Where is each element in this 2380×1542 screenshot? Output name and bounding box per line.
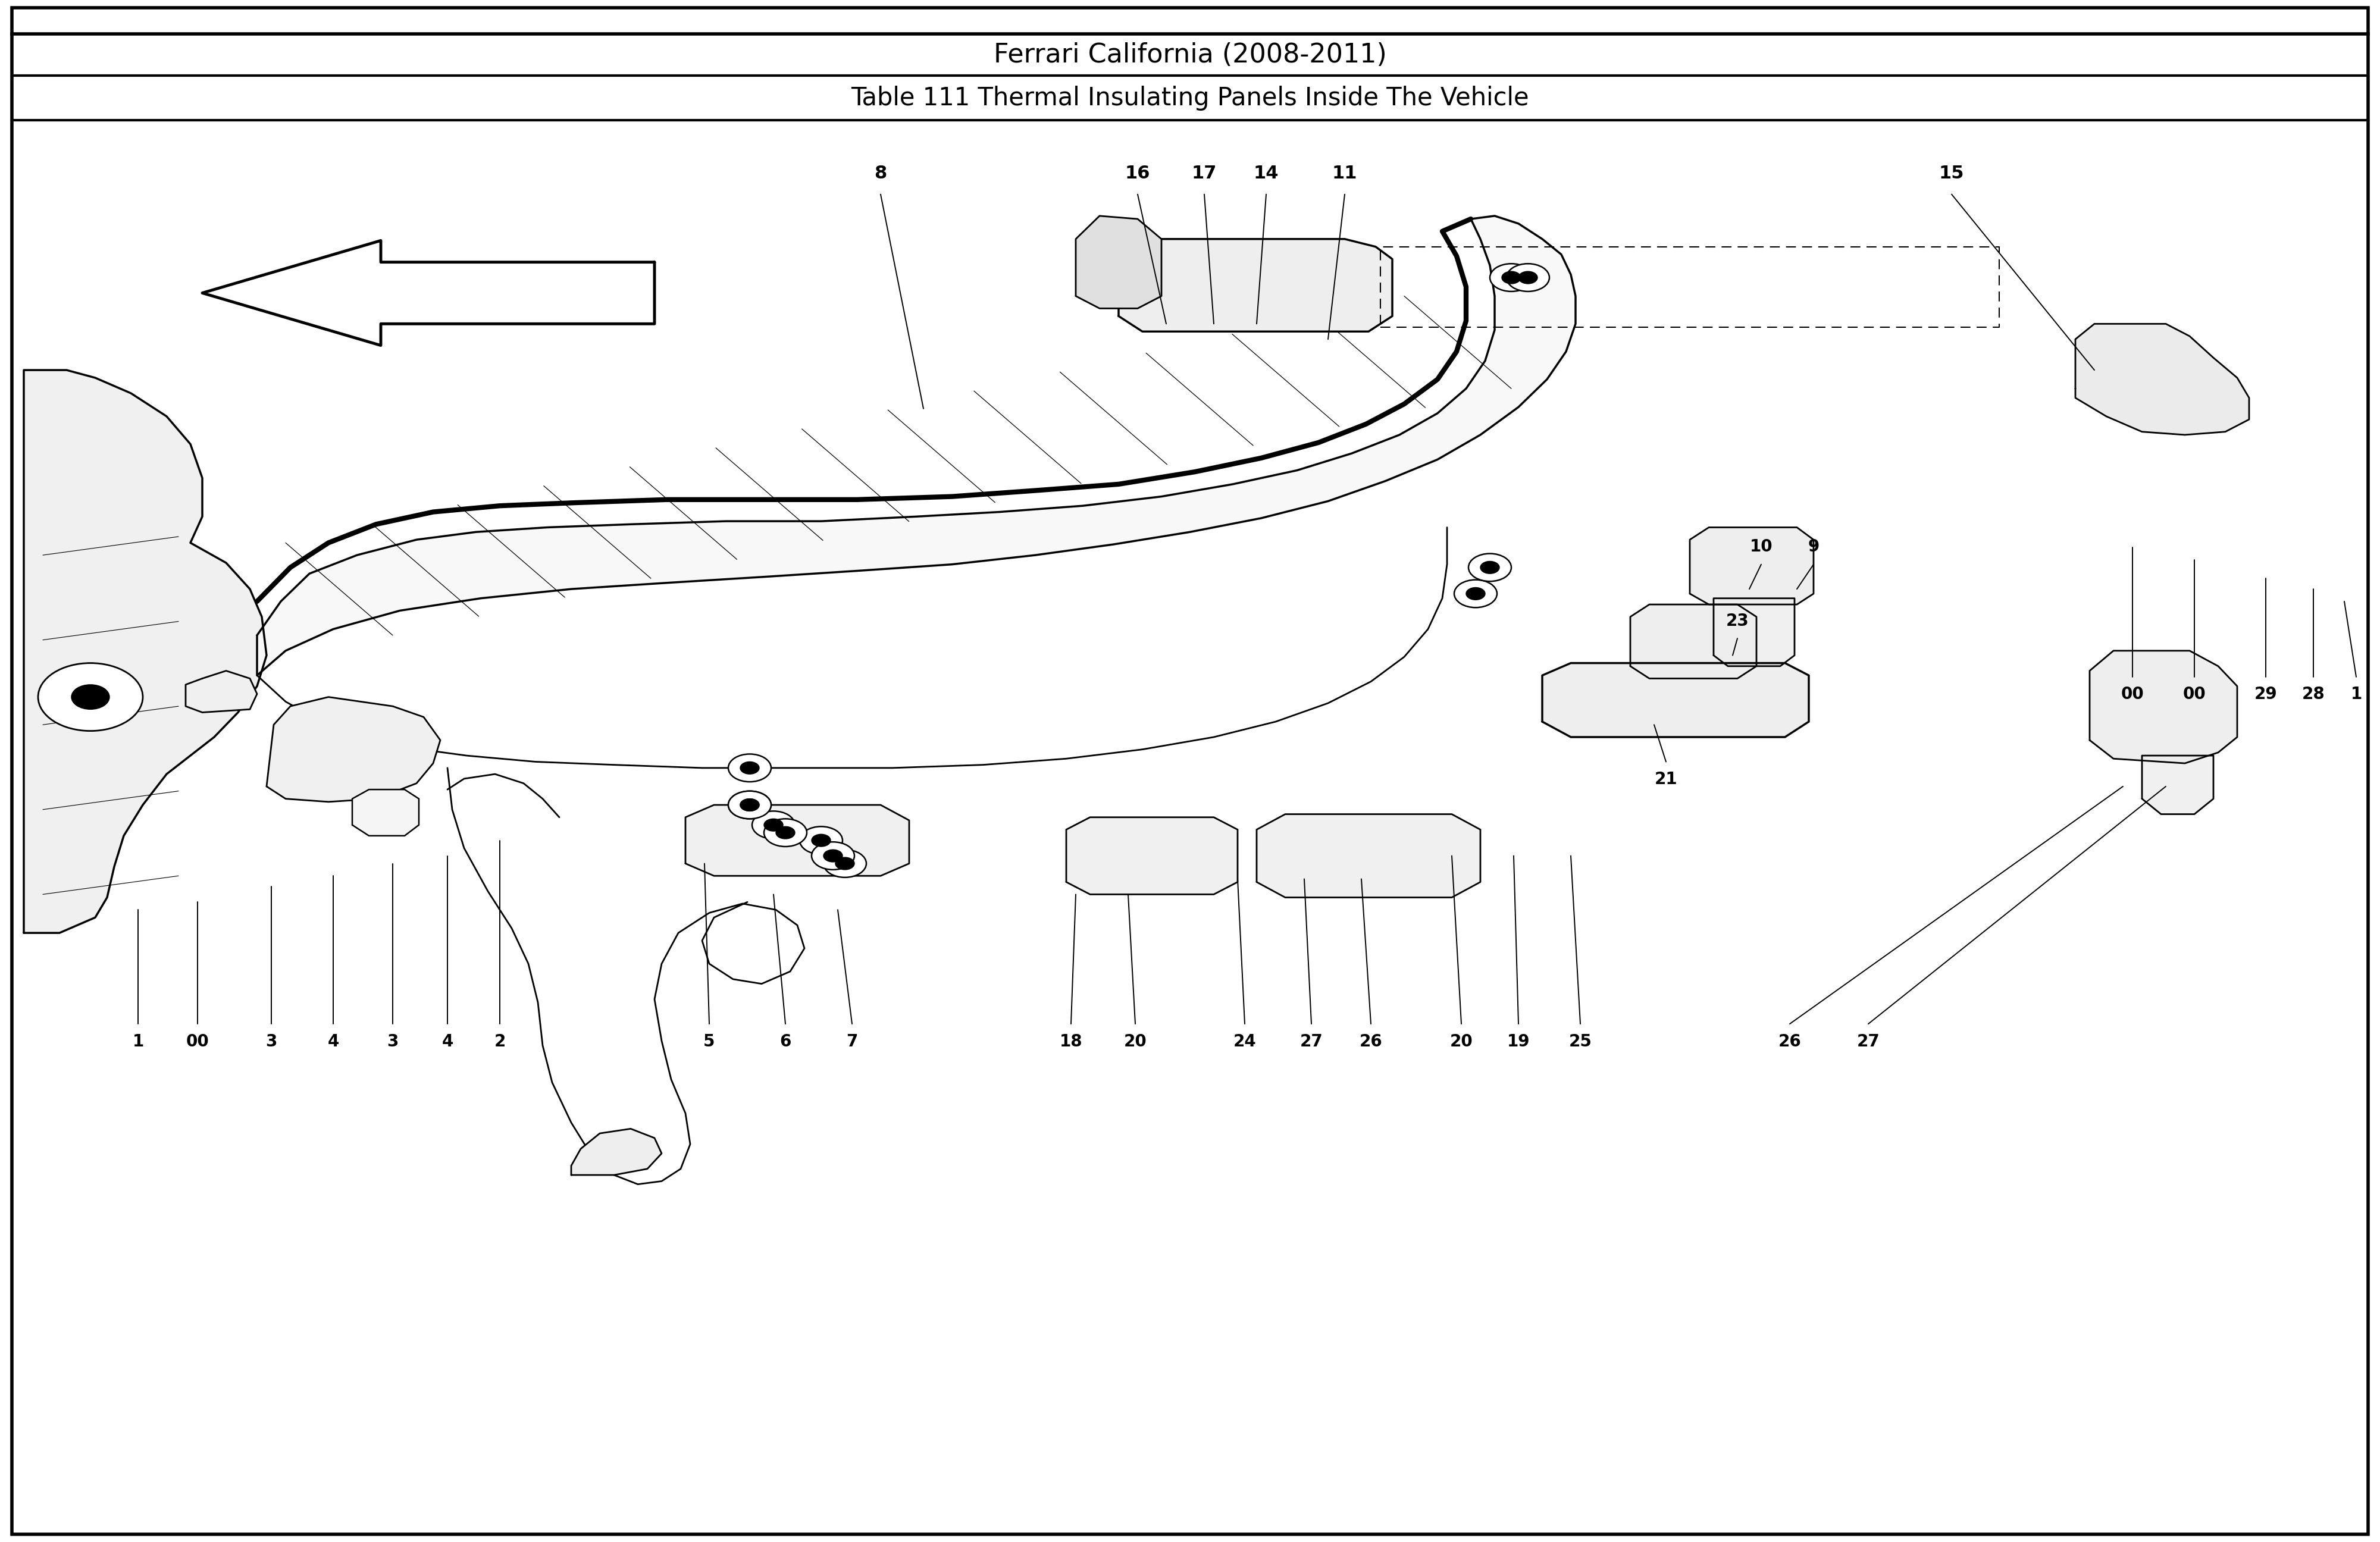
Text: 19: 19 bbox=[1507, 1033, 1530, 1050]
Polygon shape bbox=[1690, 527, 1814, 604]
Polygon shape bbox=[1630, 604, 1756, 678]
Text: 24: 24 bbox=[1233, 1033, 1257, 1050]
Text: 3: 3 bbox=[388, 1033, 397, 1050]
Polygon shape bbox=[2090, 651, 2237, 763]
Text: 25: 25 bbox=[1568, 1033, 1592, 1050]
Polygon shape bbox=[1119, 239, 1392, 332]
Text: 14: 14 bbox=[1254, 165, 1278, 182]
Text: 27: 27 bbox=[1299, 1033, 1323, 1050]
Text: 9: 9 bbox=[1809, 538, 1818, 555]
Circle shape bbox=[740, 762, 759, 774]
Text: 4: 4 bbox=[443, 1033, 452, 1050]
Circle shape bbox=[823, 850, 843, 862]
Text: 3: 3 bbox=[267, 1033, 276, 1050]
Circle shape bbox=[752, 811, 795, 839]
Polygon shape bbox=[1257, 814, 1480, 897]
Text: 29: 29 bbox=[2254, 686, 2278, 703]
Polygon shape bbox=[2075, 324, 2249, 435]
Polygon shape bbox=[267, 697, 440, 802]
Text: Table 111 Thermal Insulating Panels Inside The Vehicle: Table 111 Thermal Insulating Panels Insi… bbox=[852, 85, 1528, 111]
Text: 18: 18 bbox=[1059, 1033, 1083, 1050]
Polygon shape bbox=[685, 805, 909, 876]
Circle shape bbox=[812, 842, 854, 870]
Circle shape bbox=[1468, 554, 1511, 581]
Text: 16: 16 bbox=[1126, 165, 1150, 182]
Text: 00: 00 bbox=[2182, 686, 2206, 703]
Circle shape bbox=[835, 857, 854, 870]
Polygon shape bbox=[1066, 817, 1238, 894]
Text: 26: 26 bbox=[1778, 1033, 1802, 1050]
Text: 8: 8 bbox=[873, 165, 888, 182]
Text: 23: 23 bbox=[1726, 612, 1749, 629]
Polygon shape bbox=[202, 241, 654, 345]
Text: 6: 6 bbox=[781, 1033, 790, 1050]
Polygon shape bbox=[24, 370, 267, 933]
Text: 26: 26 bbox=[1359, 1033, 1383, 1050]
Circle shape bbox=[764, 819, 807, 847]
Circle shape bbox=[812, 834, 831, 847]
Text: 28: 28 bbox=[2301, 686, 2325, 703]
Text: 4: 4 bbox=[328, 1033, 338, 1050]
Text: 1: 1 bbox=[133, 1033, 143, 1050]
Polygon shape bbox=[571, 1129, 662, 1175]
Polygon shape bbox=[1714, 598, 1795, 666]
Circle shape bbox=[776, 827, 795, 839]
Text: 11: 11 bbox=[1333, 165, 1357, 182]
Circle shape bbox=[1466, 588, 1485, 600]
Polygon shape bbox=[186, 671, 257, 712]
Circle shape bbox=[800, 827, 843, 854]
Text: 27: 27 bbox=[1856, 1033, 1880, 1050]
Polygon shape bbox=[1542, 663, 1809, 737]
Polygon shape bbox=[352, 790, 419, 836]
Circle shape bbox=[728, 791, 771, 819]
Polygon shape bbox=[1076, 216, 1161, 308]
Circle shape bbox=[1454, 580, 1497, 608]
Text: 7: 7 bbox=[847, 1033, 857, 1050]
Text: 21: 21 bbox=[1654, 771, 1678, 788]
Text: Ferrari California (2008-2011): Ferrari California (2008-2011) bbox=[992, 42, 1388, 68]
Circle shape bbox=[728, 791, 771, 819]
Text: 5: 5 bbox=[704, 1033, 714, 1050]
Circle shape bbox=[1502, 271, 1521, 284]
Circle shape bbox=[38, 663, 143, 731]
Circle shape bbox=[1490, 264, 1533, 291]
Text: 10: 10 bbox=[1749, 538, 1773, 555]
Circle shape bbox=[1518, 271, 1537, 284]
Text: 2: 2 bbox=[495, 1033, 505, 1050]
Circle shape bbox=[71, 685, 109, 709]
Circle shape bbox=[728, 754, 771, 782]
Text: 1: 1 bbox=[2351, 686, 2361, 703]
Circle shape bbox=[823, 850, 866, 877]
Polygon shape bbox=[2142, 756, 2213, 814]
Text: 15: 15 bbox=[1940, 165, 1964, 182]
Circle shape bbox=[740, 799, 759, 811]
Circle shape bbox=[764, 819, 783, 831]
Circle shape bbox=[740, 799, 759, 811]
Text: 00: 00 bbox=[2121, 686, 2144, 703]
Circle shape bbox=[1480, 561, 1499, 574]
Text: 00: 00 bbox=[186, 1033, 209, 1050]
Circle shape bbox=[1507, 264, 1549, 291]
Text: 17: 17 bbox=[1192, 165, 1216, 182]
Polygon shape bbox=[257, 216, 1576, 675]
Text: 20: 20 bbox=[1123, 1033, 1147, 1050]
Text: 20: 20 bbox=[1449, 1033, 1473, 1050]
